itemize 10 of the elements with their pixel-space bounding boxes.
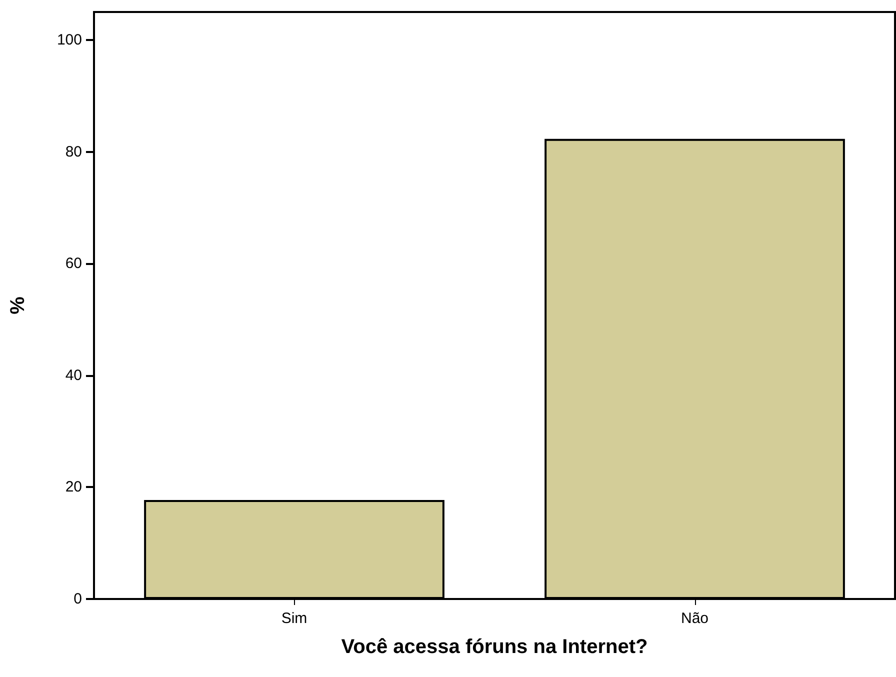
x-tick-label: Sim — [281, 610, 308, 627]
y-tick-label: 80 — [65, 143, 82, 160]
y-tick-label: 40 — [65, 366, 82, 384]
y-tick-label: 0 — [74, 590, 82, 608]
y-axis-title: % — [7, 296, 29, 314]
y-tick-label: 20 — [65, 478, 82, 496]
x-axis-title: Você acessa fóruns na Internet? — [341, 636, 648, 658]
y-tick-label: 100 — [56, 31, 82, 48]
x-tick-label: Não — [680, 610, 709, 627]
y-tick-label: 60 — [65, 255, 82, 272]
